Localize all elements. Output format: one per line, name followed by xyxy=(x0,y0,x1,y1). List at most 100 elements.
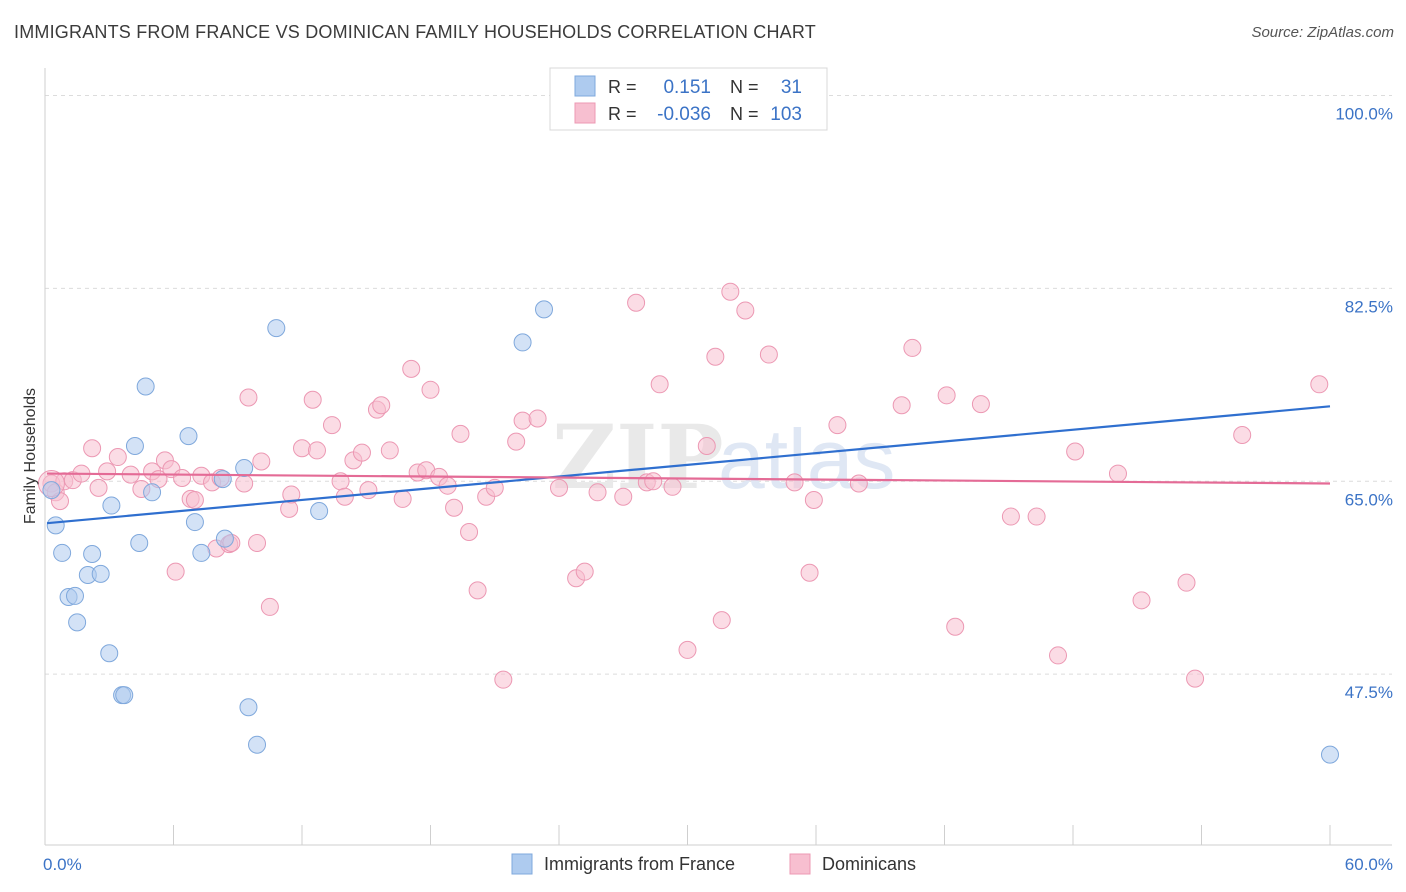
bottom-legend: Immigrants from France Dominicans xyxy=(511,853,916,875)
point-france-26 xyxy=(310,502,329,521)
point-dominicans-32 xyxy=(293,439,311,458)
y-tick-labels: 100.0% 82.5% 65.0% 47.5% xyxy=(1335,105,1393,703)
point-france-5 xyxy=(68,613,87,632)
point-dominicans-27 xyxy=(248,534,267,553)
y-tick-label-3: 47.5% xyxy=(1345,683,1393,702)
series-dominicans-points xyxy=(37,282,1329,689)
point-france-7 xyxy=(83,545,102,564)
point-dominicans-54 xyxy=(468,581,487,600)
point-france-8 xyxy=(91,564,110,583)
point-dominicans-57 xyxy=(494,670,513,689)
legend-n-value-france: 31 xyxy=(781,77,802,98)
x-tick-labels: 0.0% 60.0% xyxy=(43,855,1393,874)
bottom-legend-swatch-france xyxy=(511,853,533,875)
legend-n-label-france: N = xyxy=(730,77,759,97)
point-dominicans-87 xyxy=(971,395,990,414)
point-dominicans-40 xyxy=(359,481,378,500)
x-tick-marks xyxy=(44,825,1331,845)
point-dominicans-94 xyxy=(1177,573,1196,592)
point-france-0 xyxy=(42,481,61,500)
point-france-1 xyxy=(46,516,65,535)
point-dominicans-60 xyxy=(528,409,547,428)
point-france-19 xyxy=(192,543,211,562)
legend-swatch-france xyxy=(574,75,596,97)
axes xyxy=(44,68,1392,846)
point-dominicans-61 xyxy=(550,478,568,497)
point-dominicans-88 xyxy=(1001,507,1020,526)
point-dominicans-90 xyxy=(1049,646,1068,665)
point-dominicans-79 xyxy=(800,563,819,582)
point-dominicans-18 xyxy=(185,491,204,510)
point-france-28 xyxy=(535,300,554,319)
chart-source: Source: ZipAtlas.com xyxy=(1251,24,1394,41)
point-dominicans-25 xyxy=(235,474,254,493)
point-dominicans-51 xyxy=(445,498,464,517)
y-tick-label-2: 65.0% xyxy=(1345,490,1393,509)
point-dominicans-59 xyxy=(513,411,532,430)
point-dominicans-80 xyxy=(804,491,823,510)
point-dominicans-53 xyxy=(460,522,479,541)
point-france-17 xyxy=(179,427,198,446)
point-dominicans-48 xyxy=(421,380,440,399)
point-france-23 xyxy=(239,698,258,717)
point-dominicans-7 xyxy=(98,462,117,481)
point-dominicans-97 xyxy=(1310,375,1329,394)
point-dominicans-71 xyxy=(678,640,697,659)
point-dominicans-81 xyxy=(828,416,847,435)
point-dominicans-44 xyxy=(393,489,412,508)
point-france-9 xyxy=(100,644,119,663)
legend-r-label-france: R = xyxy=(608,77,637,97)
point-dominicans-89 xyxy=(1027,507,1046,526)
legend-n-value-dominicans: 103 xyxy=(770,104,802,125)
point-dominicans-43 xyxy=(380,441,399,460)
y-axis-label: Family Households xyxy=(22,388,39,524)
point-dominicans-65 xyxy=(614,487,633,506)
point-dominicans-64 xyxy=(588,483,607,502)
chart-title: IMMIGRANTS FROM FRANCE VS DOMINICAN FAMI… xyxy=(14,22,816,42)
point-france-20 xyxy=(215,529,234,548)
point-dominicans-5 xyxy=(83,439,102,458)
point-dominicans-93 xyxy=(1132,591,1151,610)
point-dominicans-69 xyxy=(650,375,669,394)
legend-n-label-dominicans: N = xyxy=(730,104,759,124)
point-france-13 xyxy=(130,534,149,553)
y-tick-label-1: 82.5% xyxy=(1345,297,1393,316)
legend-r-value-dominicans: -0.036 xyxy=(657,104,711,125)
point-france-4 xyxy=(65,586,84,605)
point-dominicans-52 xyxy=(451,424,470,443)
x-tick-label-0: 0.0% xyxy=(43,855,82,874)
point-dominicans-85 xyxy=(937,386,956,405)
point-dominicans-34 xyxy=(307,441,326,460)
trend-line-france xyxy=(46,405,1331,525)
point-france-25 xyxy=(267,319,286,338)
point-dominicans-72 xyxy=(697,437,716,456)
bottom-legend-swatch-dominicans xyxy=(789,853,811,875)
point-dominicans-45 xyxy=(402,359,421,378)
point-dominicans-66 xyxy=(627,293,646,312)
point-dominicans-58 xyxy=(507,432,526,451)
point-dominicans-63 xyxy=(575,562,594,581)
point-dominicans-77 xyxy=(759,345,778,364)
point-dominicans-75 xyxy=(721,282,740,301)
point-dominicans-8 xyxy=(108,448,127,467)
point-dominicans-35 xyxy=(322,416,341,435)
point-dominicans-76 xyxy=(736,301,755,320)
trend-line-dominicans xyxy=(46,472,1331,485)
point-dominicans-96 xyxy=(1233,425,1252,444)
point-dominicans-92 xyxy=(1108,464,1127,483)
trend-lines xyxy=(46,405,1331,525)
point-france-15 xyxy=(136,377,155,396)
point-dominicans-29 xyxy=(260,597,279,616)
point-france-22 xyxy=(235,459,254,478)
point-dominicans-39 xyxy=(352,443,371,462)
legend-r-value-france: 0.151 xyxy=(663,77,711,98)
point-france-27 xyxy=(513,333,532,352)
x-tick-label-1: 60.0% xyxy=(1345,855,1393,874)
legend-box xyxy=(549,67,828,131)
point-dominicans-31 xyxy=(282,485,301,504)
watermark: ZIP atlas xyxy=(552,405,895,509)
point-dominicans-68 xyxy=(644,472,663,491)
point-dominicans-82 xyxy=(849,474,868,493)
point-dominicans-28 xyxy=(252,452,271,471)
point-france-10 xyxy=(102,496,121,515)
